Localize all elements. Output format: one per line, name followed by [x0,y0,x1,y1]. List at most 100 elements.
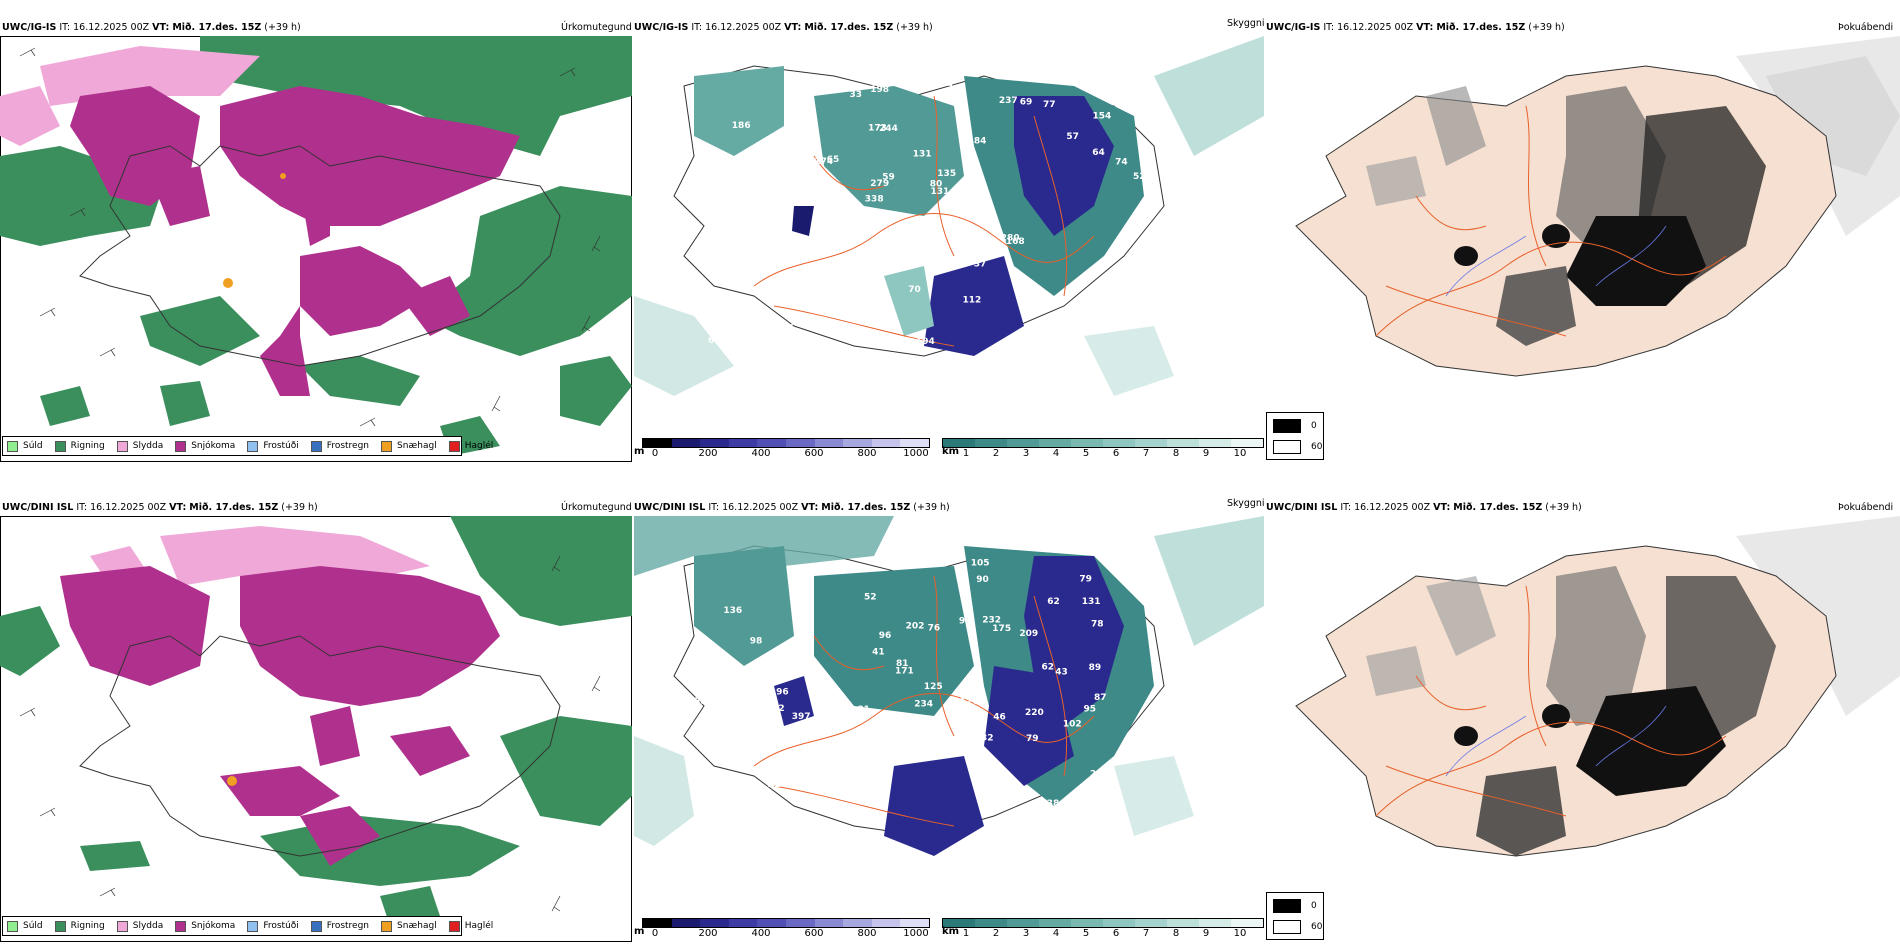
cloud-height-label: 171 [895,667,914,677]
km-tick: 1 [962,448,970,459]
height-tick: 1000 [903,928,929,939]
height-tick: 400 [751,448,771,459]
cloud-height-label: 197 [708,672,727,682]
cloud-height-label: 61 [708,336,721,346]
row1-height-colorbar: m 0 200 400 600 800 1000 [634,438,934,462]
cloud-height-label: 214 [791,268,810,278]
legend-item: Frostregn [310,440,369,452]
cloud-height-label: 218 [725,180,744,190]
legend-item: Rigning [54,440,105,452]
cloud-height-label: 115 [965,732,984,742]
cloud-height-label: 186 [732,121,751,131]
row2-precip-legend: Súld Rigning Slydda Snjókoma Frostúði Fr… [2,916,493,936]
row1-precip-type: Úrkomutegund [561,22,632,33]
cloud-height-label: 60 [871,260,884,270]
cloud-height-label: 90 [959,617,972,627]
cloud-height-label: 268 [830,750,849,760]
legend-swatch [310,440,322,452]
cloud-height-label: 105 [971,559,990,569]
cloud-height-label: 98 [750,637,763,647]
cloud-height-label: 58 [694,697,707,707]
cloud-height-label: 77 [727,275,740,285]
row1: UWC/IG-IS IT: 16.12.2025 00Z VT: Mið. 17… [0,0,1900,470]
cloud-height-label: 198 [870,85,889,95]
cloud-height-label: 18 [865,287,878,297]
cloud-height-label: 53 [1133,734,1146,744]
cloud-height-label: 33 [850,90,863,100]
legend-swatch [247,920,259,932]
legend-swatch [7,920,18,932]
km-tick: 2 [992,928,1000,939]
cloud-height-label: 52 [1133,172,1146,182]
row2-fog-map [1295,516,1900,857]
cloud-height-label: 113 [983,249,1002,259]
cloud-height-label: 71 [972,235,985,245]
km-tick: 4 [1052,928,1060,939]
cloud-height-label: 209 [1019,629,1038,639]
legend-item: Frostúði [247,440,299,452]
km-tick: 10 [1233,928,1247,939]
cloud-height-label: 332 [975,734,994,744]
cloud-height-label: 115 [869,800,888,810]
km-tick: 3 [1022,448,1030,459]
km-unit: km [942,446,960,457]
cloud-height-label: 66 [914,738,927,748]
legend-swatch [116,440,128,452]
fog-legend-black: 0 [1273,419,1317,433]
cloud-height-label: 91 [985,821,998,831]
cloud-height-label: 131 [931,187,950,197]
cloud-height-label: 248 [742,710,761,720]
km-tick: 3 [1022,928,1030,939]
km-tick: 2 [992,448,1000,459]
cloud-height-label: 65 [1123,102,1136,112]
row1-precip-legend: Súld Rigning Slydda Snjókoma Frostúði Fr… [2,436,493,456]
cloud-height-label: 210 [768,780,787,790]
cloud-height-label: 131 [1082,597,1101,607]
km-tick: 7 [1142,448,1150,459]
row2-cloud-title: UWC/DINI ISL IT: 16.12.2025 00Z VT: Mið.… [634,502,950,513]
cloud-height-label: 92 [889,75,902,85]
cloud-height-label: 213 [1090,770,1109,780]
legend-swatch [247,440,259,452]
cloud-height-label: 59 [882,173,895,183]
cloud-height-label: 286 [700,157,719,167]
km-tick: 8 [1172,448,1180,459]
row1-fog-map [1295,36,1900,377]
cloud-height-label: 95 [1084,705,1097,715]
legend-swatch [175,920,187,932]
cloud-height-label: 308 [788,124,807,134]
cloud-height-label: 125 [924,682,943,692]
cloud-height-label: 77 [1116,265,1129,275]
legend-swatch [381,440,393,452]
row1-precip-title: UWC/IG-IS IT: 16.12.2025 00Z VT: Mið. 17… [2,22,301,33]
cloud-height-label: 130 [747,327,766,337]
cloud-height-label: 220 [1025,708,1044,718]
legend-item: Frostregn [310,920,369,932]
cloud-height-label: 173 [868,123,887,133]
cloud-height-label: 154 [1093,112,1112,122]
height-colorbar-gradient [642,918,930,928]
row2-precip-title: UWC/DINI ISL IT: 16.12.2025 00Z VT: Mið.… [2,502,318,513]
cloud-height-label: 36 [767,167,780,177]
cloud-height-label: 192 [766,704,785,714]
cloud-height-label: 84 [1011,789,1024,799]
cloud-height-label: 128 [773,285,792,295]
cloud-height-label: 244 [879,124,898,134]
height-tick: 600 [804,928,824,939]
legend-swatch [116,920,128,932]
cloud-height-label: 135 [937,169,956,179]
cloud-height-label: 90 [976,575,989,585]
legend-swatch [175,440,187,452]
cloud-height-label: 90 [795,192,808,202]
km-tick: 6 [1112,928,1120,939]
cloud-height-label: 175 [992,624,1011,634]
cloud-height-label: 220 [740,269,759,279]
cloud-height-label: 54 [844,761,857,771]
legend-swatch [54,920,66,932]
cloud-height-label: 76 [947,84,960,94]
cloud-height-label: 43 [1055,667,1068,677]
cloud-height-label: 184 [968,136,987,146]
cloud-height-label: 89 [1089,663,1102,673]
cloud-height-label: 78 [1091,620,1104,630]
cloud-height-label: 234 [914,700,933,710]
